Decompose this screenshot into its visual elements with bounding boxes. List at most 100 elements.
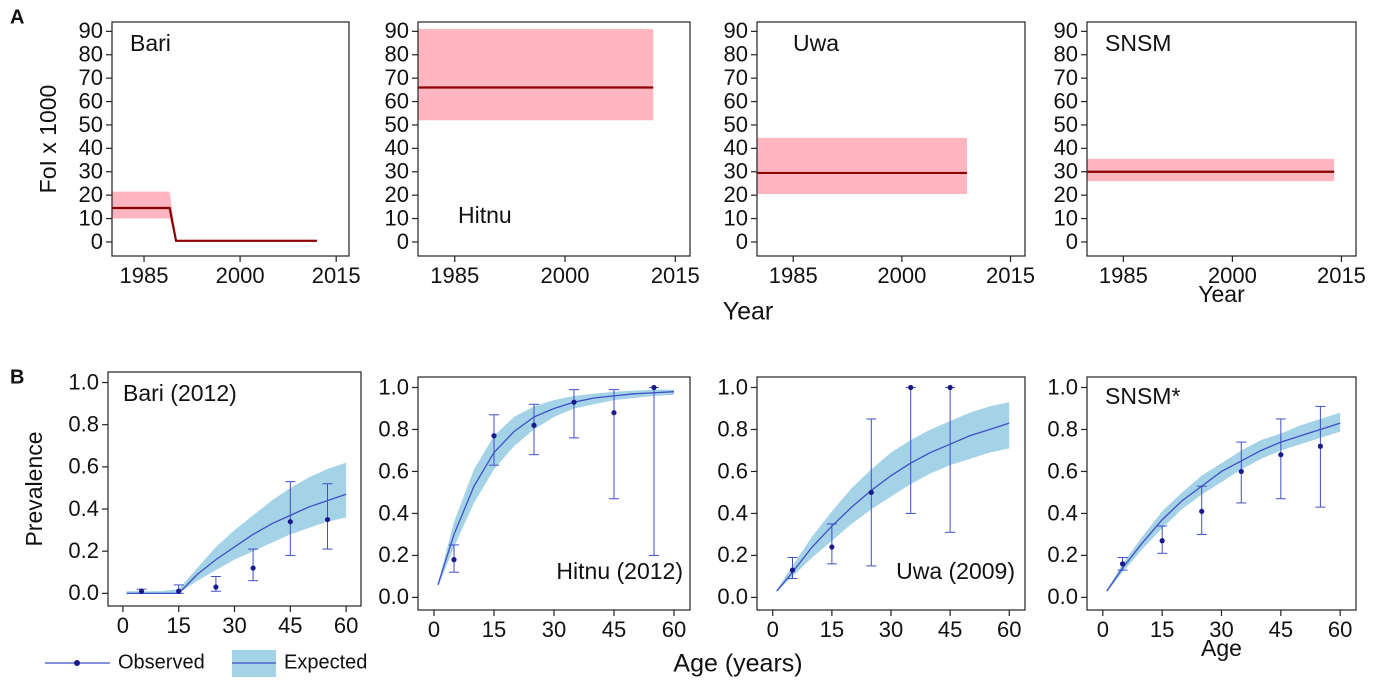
observed-point xyxy=(868,489,874,496)
x-tick-label: 45 xyxy=(602,617,626,642)
y-tick-label: 30 xyxy=(79,159,103,184)
y-tick-label: 70 xyxy=(1054,65,1078,90)
panel-label: Bari (2012) xyxy=(123,380,237,406)
x-tick-label: 45 xyxy=(938,617,962,642)
x-tick-label: 2000 xyxy=(216,263,265,288)
y-tick-label: 70 xyxy=(724,65,748,90)
line xyxy=(1106,422,1341,592)
y-tick-label: 1.0 xyxy=(378,374,409,399)
band xyxy=(112,191,317,242)
y-tick-label: 0 xyxy=(736,229,748,254)
y-tick-label: 0.0 xyxy=(1047,584,1078,609)
x-tick-label: 30 xyxy=(542,617,566,642)
y-tick-label: 0.0 xyxy=(68,580,99,605)
y-tick-label: 50 xyxy=(724,112,748,137)
panel-label: Hitnu xyxy=(458,202,512,228)
observed-point xyxy=(789,567,796,573)
y-tick-label: 0 xyxy=(397,229,409,254)
line xyxy=(112,206,317,242)
y-tick-label: 1.0 xyxy=(68,369,99,394)
x-tick-label: 30 xyxy=(222,613,246,638)
y-tick-label: 80 xyxy=(724,42,748,67)
panel-label: SNSM xyxy=(1105,30,1171,56)
y-tick-label: 0.2 xyxy=(1047,542,1078,567)
x-tick-label: 0 xyxy=(428,617,440,642)
legend-label: Observed xyxy=(118,651,205,673)
y-tick-label: 60 xyxy=(724,88,748,113)
y-tick-label: 0.0 xyxy=(717,584,748,609)
y-tick-label: 0 xyxy=(91,229,103,254)
x-tick-label: 1985 xyxy=(430,263,479,288)
x-tick-label: 45 xyxy=(1269,617,1293,642)
observed-point xyxy=(324,516,331,523)
y-tick-label: 0.4 xyxy=(378,500,409,525)
band xyxy=(438,389,674,587)
x-axis-label: Year xyxy=(1198,281,1245,307)
y-tick-label: 70 xyxy=(79,65,103,90)
band xyxy=(757,137,968,194)
y-tick-label: 90 xyxy=(79,18,103,43)
y-tick-label: 50 xyxy=(385,112,409,137)
panel-letter: A xyxy=(10,6,24,28)
x-tick-label: 15 xyxy=(1150,617,1174,642)
legend-label: Expected xyxy=(284,651,367,673)
y-tick-label: 1.0 xyxy=(717,374,748,399)
y-tick-label: 80 xyxy=(385,42,409,67)
y-tick-label: 0.4 xyxy=(68,496,99,521)
y-tick-label: 0.2 xyxy=(378,542,409,567)
observed-point xyxy=(947,384,953,391)
y-tick-label: 0.8 xyxy=(378,416,409,441)
y-tick-label: 40 xyxy=(385,135,409,160)
x-tick-label: 60 xyxy=(662,617,686,642)
band xyxy=(776,402,1010,593)
y-tick-label: 40 xyxy=(724,135,748,160)
y-tick-label: 40 xyxy=(79,135,103,160)
x-tick-label: 30 xyxy=(879,617,903,642)
x-tick-label: 1985 xyxy=(120,263,169,288)
x-tick-label: 15 xyxy=(820,617,844,642)
x-tick-label: 2015 xyxy=(651,263,700,288)
shared-x-label: Year xyxy=(723,298,774,326)
y-tick-label: 20 xyxy=(724,182,748,207)
x-tick-label: 0 xyxy=(117,613,129,638)
y-tick-label: 0.8 xyxy=(68,412,99,437)
y-tick-label: 1.0 xyxy=(1047,374,1078,399)
y-tick-label: 90 xyxy=(1054,18,1078,43)
y-tick-label: 0.6 xyxy=(378,458,409,483)
y-tick-label: 0.0 xyxy=(378,584,409,609)
y-tick-label: 0.2 xyxy=(68,538,99,563)
x-tick-label: 0 xyxy=(1097,617,1109,642)
x-axis-label: Age xyxy=(1201,635,1242,661)
y-tick-label: 60 xyxy=(385,88,409,113)
x-tick-label: 2000 xyxy=(1208,263,1257,288)
observed-point xyxy=(213,584,219,590)
x-tick-label: 60 xyxy=(1328,617,1352,642)
observed-point xyxy=(651,384,657,391)
y-tick-label: 10 xyxy=(79,205,103,230)
x-tick-label: 60 xyxy=(334,613,358,638)
observed-point xyxy=(1120,561,1126,567)
y-tick-label: 0.6 xyxy=(1047,458,1078,483)
band xyxy=(126,462,347,594)
panel-label: Uwa (2009) xyxy=(896,558,1015,584)
observed-point xyxy=(451,557,457,563)
y-tick-label: 20 xyxy=(79,182,103,207)
plot-frame xyxy=(417,21,691,257)
y-tick-label: 0.4 xyxy=(717,500,748,525)
plot-frame xyxy=(1086,21,1357,257)
y-axis-label: FoI x 1000 xyxy=(35,85,61,194)
shared-x-label: Age (years) xyxy=(673,650,802,678)
observed-point xyxy=(1199,508,1205,514)
y-tick-label: 40 xyxy=(1054,135,1078,160)
panel-label: SNSM* xyxy=(1105,383,1180,409)
panel-label: Uwa xyxy=(793,30,839,56)
x-tick-label: 15 xyxy=(482,617,506,642)
x-tick-label: 1985 xyxy=(769,263,818,288)
x-tick-label: 60 xyxy=(997,617,1021,642)
y-tick-label: 20 xyxy=(1054,182,1078,207)
x-tick-label: 2015 xyxy=(1317,263,1366,288)
x-tick-label: 2000 xyxy=(541,263,590,288)
x-tick-label: 1985 xyxy=(1099,263,1148,288)
x-tick-label: 30 xyxy=(1209,617,1233,642)
